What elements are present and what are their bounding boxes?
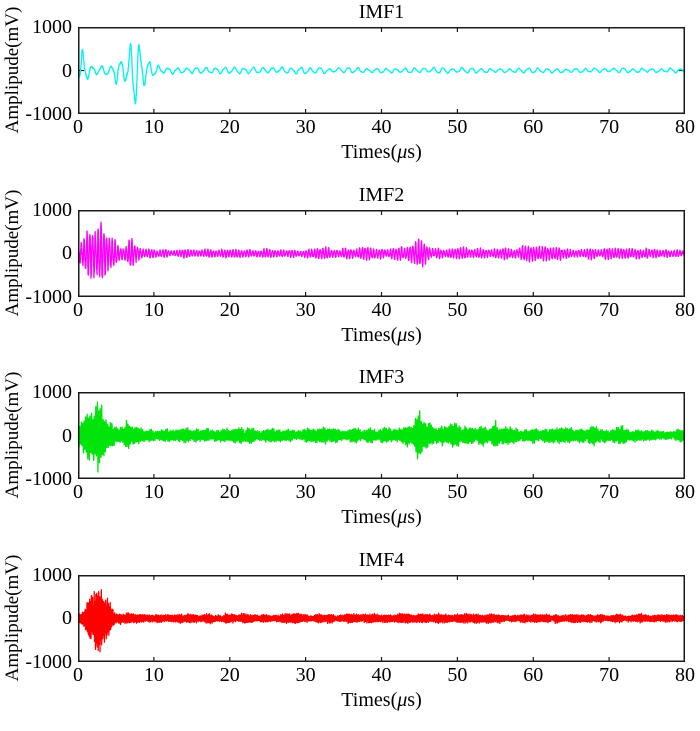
y-tick-label: 0: [62, 59, 72, 82]
x-tick-label: 20: [219, 481, 240, 503]
x-tick-label: 50: [447, 663, 468, 686]
x-tick-label: 50: [447, 298, 468, 321]
x-tick-label: 10: [143, 298, 164, 321]
imf-panel-imf4: IMF4 Amplipude(mV) 1000 0 -1000 0 10 20 30 40 50 60…: [0, 548, 700, 731]
x-tick-label: 0: [73, 663, 83, 686]
plot-area: [78, 392, 685, 479]
imf3-signal-trace: [78, 401, 685, 473]
x-tick-label: 40: [371, 481, 392, 503]
panel-title: IMF4: [358, 548, 405, 571]
x-tick-label: 40: [371, 116, 392, 138]
y-tick-label: 1000: [32, 16, 72, 38]
panel-title: IMF1: [358, 1, 405, 23]
x-axis-label: Times(μs): [341, 323, 422, 346]
x-tick-label: 20: [219, 116, 240, 138]
y-tick-label: 0: [62, 607, 72, 629]
x-tick-label: 30: [295, 663, 316, 686]
x-tick-label: 70: [599, 116, 620, 138]
x-tick-label: 70: [599, 298, 620, 321]
x-tick-label: 20: [219, 663, 240, 686]
x-tick-label: 60: [523, 116, 544, 138]
x-tick-label: 50: [447, 116, 468, 138]
signal-plot-svg: [78, 209, 685, 297]
signal-plot-svg: [78, 574, 685, 662]
x-tick-label: 0: [73, 116, 83, 138]
panel-title: IMF3: [358, 366, 405, 388]
x-tick-label: 70: [599, 663, 620, 686]
axis-tick-marks: [78, 27, 685, 114]
axes-frame: [78, 574, 685, 662]
plot-area: [78, 574, 685, 662]
imf1-signal-trace: [78, 42, 685, 105]
x-axis-label: Times(μs): [341, 506, 422, 528]
y-tick-label: -1000: [25, 285, 72, 308]
plot-area: [78, 209, 685, 297]
signal-plot-svg: [78, 27, 685, 114]
x-tick-label: 30: [295, 116, 316, 138]
x-tick-label: 40: [371, 663, 392, 686]
y-tick-label: -1000: [25, 103, 72, 125]
imf-panel-imf3: IMF3 Amplipude(mV) 1000 0 -1000 0 10 20 30 40 50 60…: [0, 365, 700, 548]
x-tick-label: 70: [599, 481, 620, 503]
imf2-signal-trace: [78, 220, 685, 279]
x-tick-label: 60: [523, 298, 544, 321]
x-tick-label: 10: [143, 481, 164, 503]
x-tick-label: 80: [675, 663, 695, 686]
y-tick-label: 1000: [32, 381, 72, 403]
x-tick-label: 80: [675, 298, 695, 321]
x-axis-label: Times(μs): [341, 141, 422, 163]
y-tick-label: -1000: [25, 650, 72, 673]
plot-area: [78, 27, 685, 114]
imf-panel-imf2: IMF2 Amplipude(mV) 1000 0 -1000 0 10 20 30 40 50 60…: [0, 183, 700, 366]
x-tick-label: 10: [143, 663, 164, 686]
panel-title: IMF2: [358, 183, 405, 206]
axes-frame: [78, 209, 685, 297]
x-tick-label: 60: [523, 663, 544, 686]
x-tick-label: 60: [523, 481, 544, 503]
axes-frame: [78, 27, 685, 114]
x-tick-label: 10: [143, 116, 164, 138]
imf-panel-imf1: IMF1 Amplipude(mV) 1000 0 -1000 0 10 20 30 40 50 60…: [0, 0, 700, 183]
y-tick-label: 1000: [32, 198, 72, 221]
x-tick-label: 30: [295, 481, 316, 503]
x-axis-label: Times(μs): [341, 688, 422, 711]
y-tick-label: -1000: [25, 468, 72, 490]
axes-frame: [78, 392, 685, 479]
x-tick-label: 0: [73, 298, 83, 321]
y-tick-label: 1000: [32, 563, 72, 586]
signal-plot-svg: [78, 392, 685, 479]
x-tick-label: 40: [371, 298, 392, 321]
imf4-signal-trace: [78, 588, 685, 653]
x-tick-label: 80: [675, 116, 695, 138]
x-tick-label: 20: [219, 298, 240, 321]
x-tick-label: 0: [73, 481, 83, 503]
x-tick-label: 80: [675, 481, 695, 503]
y-tick-label: 0: [62, 242, 72, 264]
x-tick-label: 30: [295, 298, 316, 321]
x-tick-label: 50: [447, 481, 468, 503]
y-tick-label: 0: [62, 424, 72, 447]
